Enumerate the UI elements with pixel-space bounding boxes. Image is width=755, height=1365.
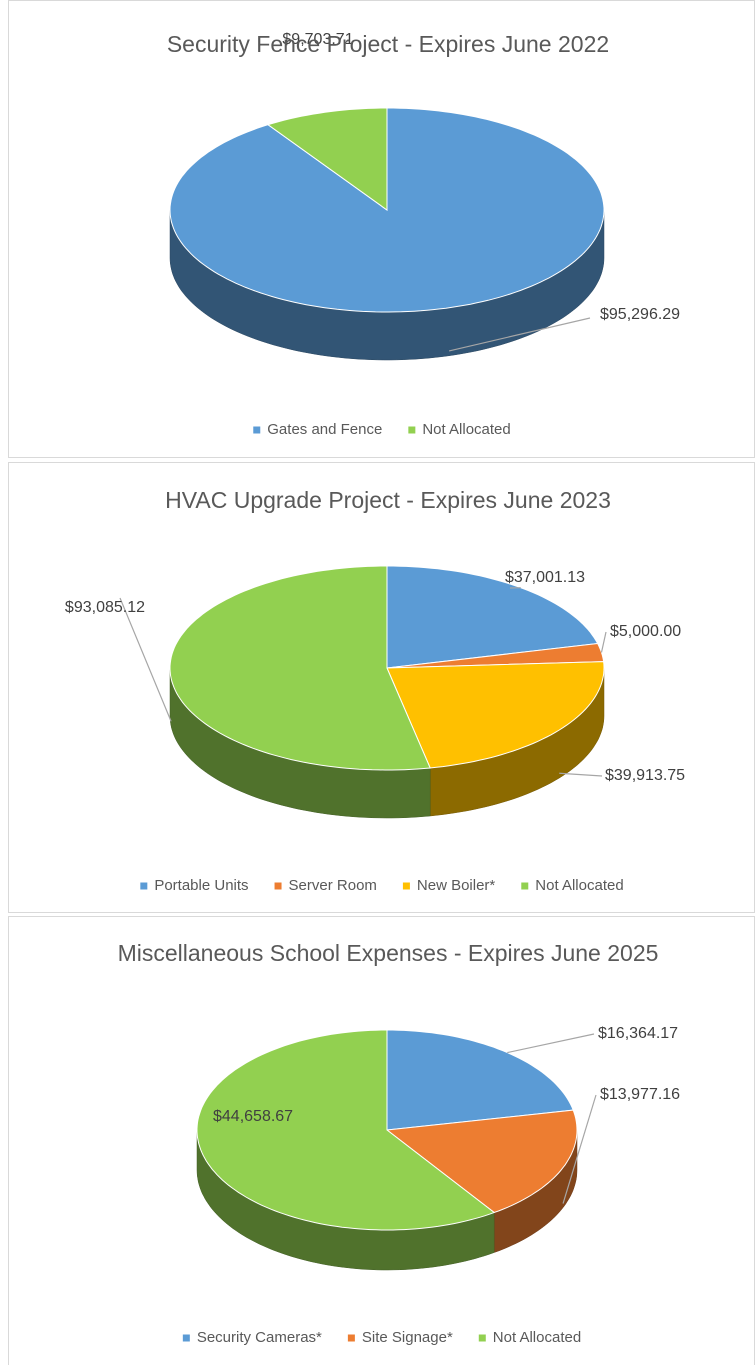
chart-title: HVAC Upgrade Project - Expires June 2023 xyxy=(165,487,611,513)
data-label: $13,977.16 xyxy=(600,1086,680,1103)
legend-label: Not Allocated xyxy=(493,1329,581,1346)
data-label: $9,703.71 xyxy=(282,31,353,48)
legend-label: Gates and Fence xyxy=(267,421,382,438)
chart-title: Security Fence Project - Expires June 20… xyxy=(166,31,610,57)
legend-swatch xyxy=(408,426,416,434)
legend-swatch xyxy=(402,882,410,890)
legend-swatch xyxy=(347,1334,355,1342)
slice xyxy=(386,661,605,769)
leader-line xyxy=(507,1033,595,1054)
legend-swatch xyxy=(253,426,261,434)
slice xyxy=(266,107,388,211)
legend-label: Site Signage* xyxy=(362,1329,453,1346)
leader-line xyxy=(600,631,607,653)
data-label: $16,364.17 xyxy=(598,1025,678,1042)
leader-line xyxy=(559,772,603,777)
leader-line xyxy=(119,597,172,722)
data-label: $93,085.12 xyxy=(65,599,145,616)
legend-label: Not Allocated xyxy=(535,877,623,894)
slice xyxy=(169,565,431,771)
legend-label: Not Allocated xyxy=(422,421,510,438)
leader-line xyxy=(562,1094,597,1204)
legend-swatch xyxy=(521,882,529,890)
data-label: $95,296.29 xyxy=(600,306,680,323)
slice xyxy=(385,1109,578,1214)
data-label: $37,001.13 xyxy=(505,569,585,586)
legend-swatch xyxy=(478,1334,486,1342)
data-label: $44,658.67 xyxy=(213,1108,293,1125)
legend-swatch xyxy=(182,1334,190,1342)
data-label: $5,000.00 xyxy=(610,623,681,640)
chart-title: Miscellaneous School Expenses - Expires … xyxy=(117,940,659,966)
slice xyxy=(196,1029,496,1231)
legend-swatch xyxy=(274,882,282,890)
data-label: $39,913.75 xyxy=(605,767,685,784)
legend-label: Server Room xyxy=(289,877,377,894)
legend-label: Portable Units xyxy=(154,877,248,894)
legend-swatch xyxy=(140,882,148,890)
legend-label: New Boiler* xyxy=(417,877,496,894)
legend-label: Security Cameras* xyxy=(197,1329,322,1346)
leader-line xyxy=(448,317,591,352)
